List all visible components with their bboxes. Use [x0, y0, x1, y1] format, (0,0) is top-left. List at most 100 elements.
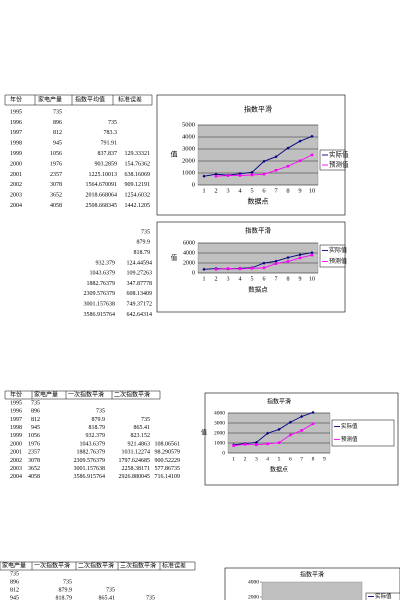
table-header: 二次指数平滑	[114, 390, 150, 398]
table-cell: 900.52229	[155, 458, 181, 464]
data-point	[250, 173, 254, 177]
table-cell: 608.13409	[127, 291, 153, 297]
table-cell: 735	[141, 417, 150, 423]
y-tick-label: 2000	[214, 430, 225, 436]
table-cell: 2357	[50, 172, 62, 178]
table-cell: 735	[53, 109, 62, 115]
data-point	[243, 443, 247, 446]
table-cell: 818.79	[134, 250, 151, 256]
table-cell: 1976	[28, 441, 40, 447]
table-cell: 1043.6379	[80, 441, 106, 447]
table-cell: 2000	[10, 441, 22, 447]
table-cell: 1999	[10, 151, 22, 157]
x-tick-label: 2	[214, 187, 217, 194]
data-point	[238, 267, 242, 271]
legend-label: 预测值	[329, 159, 349, 168]
table-cell: 896	[53, 120, 62, 126]
y-axis-label: 值	[201, 428, 207, 436]
chart-title: 指数平滑	[300, 570, 324, 578]
table-header: 年份	[10, 95, 22, 103]
legend-label: 实际值	[329, 149, 349, 158]
table-cell: 735	[96, 409, 105, 415]
table-cell: 932.379	[96, 260, 116, 266]
table-header: 家电产量	[2, 561, 26, 569]
y-tick-label: 1000	[214, 440, 225, 446]
data-point	[310, 134, 314, 138]
table-header: 三次指数平滑	[120, 561, 156, 569]
data-point	[250, 267, 254, 270]
table-cell: 2309.576379	[84, 291, 116, 297]
table-cell: 818.79	[56, 595, 73, 600]
y-tick-label: 4000	[183, 250, 195, 256]
data-point	[289, 433, 292, 437]
table-cell: 865.41	[99, 595, 116, 600]
chart-title: 指数平滑	[267, 397, 291, 405]
table-cell: 896	[31, 409, 40, 415]
x-tick-label: 3	[226, 187, 229, 194]
table-cell: 735	[146, 595, 155, 600]
data-point	[274, 155, 278, 159]
table-cell: 1043.6379	[90, 271, 116, 277]
data-point	[310, 253, 314, 257]
table-cell: 3652	[50, 193, 62, 199]
data-point	[274, 259, 278, 263]
table-cell: 1056	[28, 433, 40, 439]
table-cell: 1882.76379	[87, 281, 116, 287]
series-line	[233, 411, 314, 446]
data-point	[226, 174, 230, 177]
table-cell: 1225.10013	[89, 172, 118, 178]
data-point	[311, 422, 315, 426]
x-tick-label: 1	[202, 187, 205, 194]
table-cell: 1995	[10, 400, 22, 406]
y-tick-label: 2000	[183, 260, 195, 266]
table-cell: 735	[63, 579, 72, 585]
series-line	[203, 135, 313, 177]
table-cell: 1996	[10, 409, 22, 415]
table-cell: 735	[10, 571, 19, 577]
x-tick-label: 5	[250, 187, 253, 194]
x-tick-label: 9	[298, 187, 301, 194]
table-cell: 1998	[10, 425, 22, 431]
y-tick-label: 4000	[182, 133, 195, 140]
table-cell: 1995	[10, 109, 22, 115]
data-point	[298, 253, 302, 257]
x-tick-label: 8	[286, 187, 289, 194]
data-point	[288, 420, 292, 424]
table-cell: 2003	[10, 466, 22, 472]
x-tick-label: 5	[251, 276, 254, 282]
table-cell: 735	[31, 400, 40, 406]
table-cell: 109.27263	[127, 271, 153, 277]
table-cell: 2002	[10, 182, 22, 188]
table-cell: 1564.670091	[86, 182, 118, 188]
x-tick-label: 4	[239, 276, 242, 282]
x-tick-label: 6	[262, 187, 266, 194]
table-header: 家电产量	[38, 95, 62, 103]
data-point	[250, 170, 254, 174]
legend	[331, 419, 395, 447]
y-tick-label: 4000	[214, 410, 225, 416]
table-cell: 3001.157638	[84, 301, 116, 307]
table-cell: 1442.1205	[125, 203, 151, 209]
data-point	[202, 267, 206, 271]
table-cell: 124.44594	[127, 260, 153, 266]
table-cell: 1998	[10, 141, 22, 147]
table-cell: 3652	[28, 466, 40, 472]
table-cell: 2357	[28, 450, 40, 456]
x-tick-label: 10	[309, 187, 316, 194]
data-point	[310, 251, 314, 255]
table-cell: 945	[10, 595, 19, 600]
table-cell: 1882.76379	[77, 450, 106, 456]
table-cell: 2258.38171	[122, 466, 151, 472]
data-point	[202, 174, 206, 178]
data-point	[300, 414, 304, 419]
table-cell: 577.86735	[155, 466, 181, 472]
table-header: 一次指数平滑	[34, 561, 70, 569]
table-cell: 735	[106, 587, 115, 593]
table-cell: 1056	[50, 151, 62, 157]
x-tick-label: 9	[323, 456, 326, 462]
y-tick-label: 2000	[182, 157, 195, 164]
y-tick-label: 0	[222, 450, 225, 456]
legend-label: 实际值	[375, 592, 392, 600]
x-tick-label: 4	[238, 187, 242, 194]
table-cell: 837.837	[98, 151, 118, 157]
